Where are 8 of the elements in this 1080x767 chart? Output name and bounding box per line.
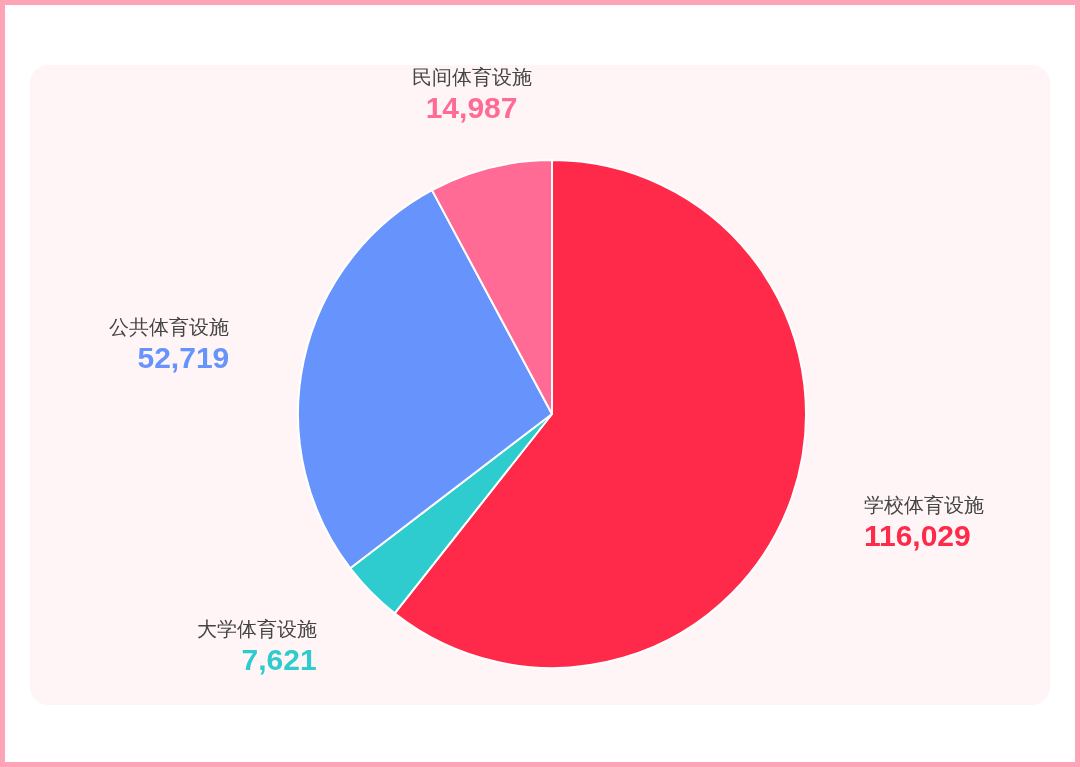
- slice-label: 学校体育设施: [863, 494, 984, 517]
- slice-label: 民间体育设施: [411, 65, 532, 88]
- data-label: 116,029: [863, 519, 971, 553]
- slice-label: 公共体育设施: [109, 316, 230, 339]
- data-label: 7,621: [241, 642, 317, 676]
- data-label: 14,987: [425, 90, 518, 124]
- data-label: 52,719: [137, 341, 230, 375]
- slice-label: 大学体育设施: [196, 617, 317, 640]
